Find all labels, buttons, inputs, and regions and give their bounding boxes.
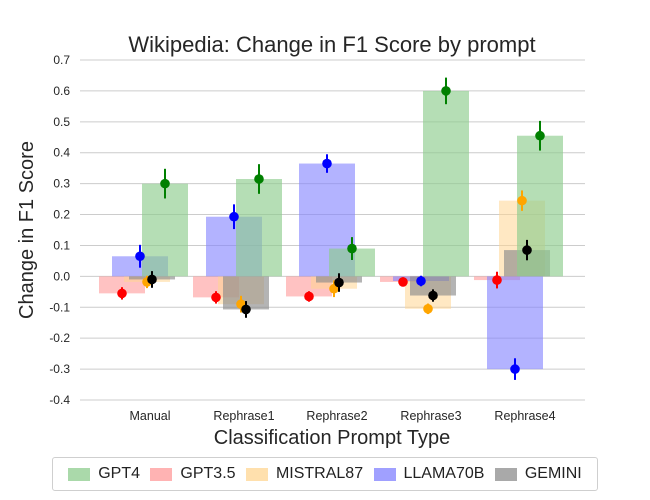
- point-mistral87: [517, 195, 527, 206]
- point-gpt4: [441, 86, 451, 96]
- point-gpt4: [254, 174, 264, 184]
- point-llama70b: [229, 211, 239, 222]
- legend-swatch: [150, 467, 173, 481]
- point-gpt3.5: [398, 277, 408, 287]
- point-gpt3.5: [211, 292, 221, 303]
- legend-item-gpt4: GPT4: [68, 465, 140, 483]
- bar-gpt4: [142, 183, 188, 277]
- error-bars: [117, 77, 545, 380]
- y-tick-label: 0.1: [53, 238, 70, 252]
- point-gpt3.5: [492, 275, 502, 285]
- point-gemini: [241, 304, 251, 315]
- legend-item-mistral87: MISTRAL87: [245, 465, 364, 483]
- y-axis-label: Change in F1 Score: [16, 141, 38, 319]
- point-gemini: [334, 277, 344, 288]
- legend-item-gemini: GEMINI: [494, 465, 582, 483]
- point-llama70b: [322, 158, 332, 169]
- point-gemini: [522, 245, 532, 255]
- y-tick-label: -0.3: [49, 362, 70, 376]
- x-axis-label: Classification Prompt Type: [214, 427, 450, 449]
- legend-label: LLAMA70B: [403, 465, 485, 482]
- x-tick-label: Rephrase4: [494, 409, 555, 423]
- y-axis-ticks: -0.4 -0.3 -0.2 -0.1 0.0 0.1 0.2 0.3 0.4 0.5 0.6 0.7: [49, 53, 70, 407]
- bar-gpt4: [517, 135, 563, 277]
- point-gpt3.5: [304, 291, 314, 302]
- x-tick-label: Rephrase2: [306, 409, 367, 423]
- point-gpt3.5: [117, 288, 127, 299]
- point-llama70b: [510, 364, 520, 374]
- bar-gpt4: [423, 90, 469, 277]
- legend-swatch: [245, 467, 268, 481]
- y-tick-label: -0.1: [49, 300, 70, 314]
- y-tick-label: -0.2: [49, 331, 70, 345]
- point-gpt4: [535, 130, 545, 141]
- y-tick-label: 0.2: [53, 208, 70, 222]
- legend-swatch: [494, 467, 517, 481]
- point-gpt4: [347, 243, 357, 254]
- chart: -0.4 -0.3 -0.2 -0.1 0.0 0.1 0.2 0.3 0.4 0.5 0.6 0.7…: [16, 32, 585, 449]
- legend-swatch: [68, 467, 91, 481]
- legend-swatch: [373, 467, 396, 481]
- y-tick-label: -0.4: [49, 393, 70, 407]
- point-llama70b: [135, 251, 145, 262]
- x-tick-label: Rephrase1: [213, 409, 274, 423]
- x-axis-ticks: Manual Rephrase1 Rephrase2 Rephrase3 Rephras…: [130, 409, 556, 423]
- legend-label: GEMINI: [524, 465, 582, 482]
- legend-label: MISTRAL87: [275, 465, 364, 482]
- y-tick-label: 0.0: [53, 269, 70, 283]
- bar-llama70b: [487, 276, 543, 370]
- point-gpt4: [160, 178, 170, 189]
- legend-label: GPT3.5: [180, 465, 236, 482]
- point-gemini: [428, 290, 438, 301]
- bar-gpt4: [236, 179, 282, 277]
- point-gemini: [147, 274, 157, 285]
- legend-item-gpt3.5: GPT3.5: [150, 465, 236, 483]
- x-tick-label: Rephrase3: [400, 409, 461, 423]
- chart-title: Wikipedia: Change in F1 Score by prompt: [128, 32, 535, 57]
- legend-item-llama70b: LLAMA70B: [373, 465, 485, 483]
- y-tick-label: 0.5: [53, 115, 70, 129]
- legend-label: GPT4: [98, 465, 140, 482]
- y-tick-label: 0.6: [53, 84, 70, 98]
- point-llama70b: [416, 276, 426, 286]
- y-tick-label: 0.7: [53, 53, 70, 67]
- legend: GPT4 GPT3.5 MISTRAL87 LLAMA70B GEMINI: [52, 457, 598, 491]
- y-tick-label: 0.4: [53, 146, 70, 160]
- x-tick-label: Manual: [130, 409, 171, 423]
- bars: [99, 90, 563, 370]
- point-mistral87: [423, 304, 433, 314]
- y-tick-label: 0.3: [53, 177, 70, 191]
